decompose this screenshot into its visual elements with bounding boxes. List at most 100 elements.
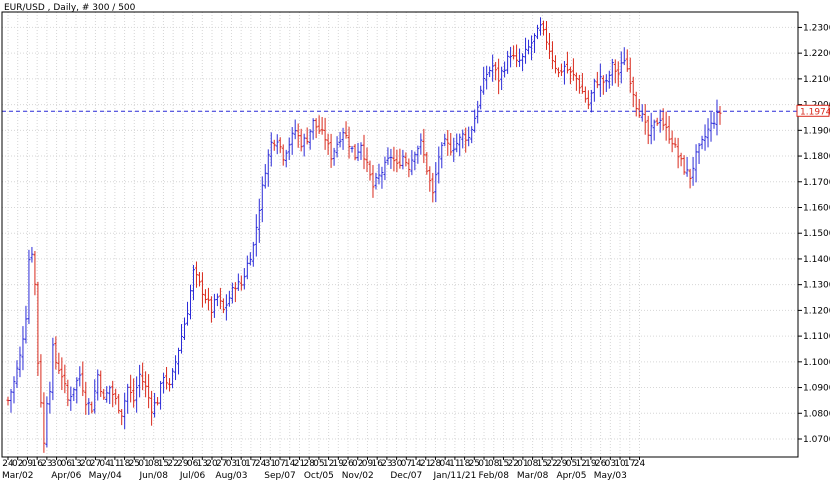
- month-label: Oct/05: [304, 471, 334, 481]
- ohlc-bar: [132, 378, 136, 408]
- date-tick-label: 08: [148, 459, 160, 469]
- ohlc-bar: [33, 251, 37, 296]
- ohlc-bar: [78, 366, 82, 387]
- date-tick-label: 05: [566, 459, 577, 469]
- month-label: Aug/03: [215, 471, 247, 481]
- ohlc-bar: [694, 144, 698, 183]
- ohlc-bar: [580, 73, 584, 94]
- ohlc-bar: [281, 144, 285, 166]
- ohlc-bar: [87, 398, 91, 415]
- ohlc-bar: [159, 380, 163, 410]
- ohlc-bar: [9, 388, 13, 413]
- ohlc-bar: [634, 91, 638, 117]
- ohlc-bar: [368, 160, 372, 181]
- date-tick-label: 19: [333, 459, 345, 469]
- price-tick-label: 1.1800: [803, 152, 830, 162]
- ohlc-bar: [425, 152, 429, 175]
- date-tick-label: 27: [90, 459, 101, 469]
- ohlc-bar: [616, 61, 620, 87]
- ohlc-bar: [257, 198, 261, 243]
- ohlc-bar: [21, 326, 25, 371]
- ohlc-bar: [374, 172, 378, 190]
- price-tick-label: 1.1000: [803, 358, 830, 368]
- ohlc-bar: [51, 337, 55, 401]
- ohlc-bar: [93, 379, 97, 414]
- ohlc-bar: [431, 172, 435, 203]
- ohlc-bar: [185, 301, 189, 326]
- date-tick-label: 18: [459, 459, 471, 469]
- ohlc-bar: [655, 117, 659, 126]
- ohlc-bar: [18, 346, 22, 378]
- ohlc-bar: [48, 381, 52, 414]
- month-label: Dec/07: [390, 471, 422, 481]
- ohlc-bar: [215, 293, 219, 307]
- ohlc-bar: [299, 128, 303, 152]
- ohlc-bar: [613, 59, 617, 84]
- ohlc-bar: [12, 376, 16, 404]
- ohlc-bar: [410, 150, 414, 176]
- month-label: Mar/08: [517, 471, 549, 481]
- ohlc-bar: [392, 146, 396, 172]
- ohlc-bar: [224, 294, 228, 321]
- ohlc-bar: [66, 379, 70, 407]
- ohlc-bar: [533, 33, 537, 54]
- date-tick-label: 27: [216, 459, 227, 469]
- ohlc-bar: [518, 48, 522, 67]
- ohlc-bar: [260, 176, 264, 223]
- ohlc-bar: [455, 133, 459, 153]
- ohlc-bar: [553, 55, 557, 74]
- ohlc-bar: [679, 152, 683, 167]
- ohlc-bar: [676, 137, 680, 169]
- date-tick-label: 06: [61, 459, 73, 469]
- date-tick-label: 08: [527, 459, 539, 469]
- ohlc-bar: [440, 142, 444, 169]
- ohlc-bar: [308, 129, 312, 150]
- ohlc-bar: [503, 61, 507, 78]
- ohlc-bar: [389, 148, 393, 169]
- ohlc-bar: [45, 396, 49, 448]
- ohlc-bar: [446, 129, 450, 156]
- ohlc-bar: [658, 109, 662, 133]
- ohlc-bar: [27, 249, 31, 325]
- ohlc-bar: [712, 112, 716, 129]
- ohlc-bar: [138, 364, 142, 398]
- date-tick-label: 11: [109, 459, 120, 469]
- date-tick-label: 15: [537, 459, 548, 469]
- ohlc-bar: [188, 284, 192, 320]
- ohlc-bar: [30, 246, 34, 263]
- ohlc-bar: [156, 397, 160, 406]
- ohlc-bar: [180, 324, 184, 354]
- date-tick-label: 13: [70, 459, 81, 469]
- date-tick-label: 29: [556, 459, 568, 469]
- month-label: Nov/02: [342, 471, 374, 481]
- ohlc-bar: [428, 166, 432, 192]
- ohlc-bar: [547, 33, 551, 60]
- ohlc-bar: [458, 133, 462, 157]
- date-tick-label: 13: [197, 459, 208, 469]
- date-tick-label: 23: [41, 459, 52, 469]
- ohlc-bar: [541, 20, 545, 36]
- ohlc-bar: [335, 136, 339, 158]
- ohlc-bar: [482, 66, 486, 95]
- ohlc-bar: [571, 58, 575, 81]
- ohlc-bar: [332, 147, 336, 166]
- ohlc-bar: [197, 272, 201, 287]
- price-tick-label: 1.2200: [803, 49, 830, 59]
- ohlc-bar: [114, 388, 118, 405]
- date-tick-label: 17: [245, 459, 256, 469]
- price-marker-value: 1.1974: [800, 107, 830, 117]
- ohlc-bar: [706, 118, 710, 148]
- date-tick-label: 03: [226, 459, 237, 469]
- ohlc-bar: [527, 39, 531, 55]
- price-bars: [6, 17, 722, 453]
- date-tick-label: 28: [303, 459, 315, 469]
- ohlc-bar: [99, 370, 103, 397]
- ohlc-bar: [607, 70, 611, 89]
- ohlc-bar: [311, 118, 315, 140]
- month-label: Apr/06: [51, 471, 81, 481]
- ohlc-bar: [177, 347, 181, 375]
- ohlc-bar: [628, 57, 632, 93]
